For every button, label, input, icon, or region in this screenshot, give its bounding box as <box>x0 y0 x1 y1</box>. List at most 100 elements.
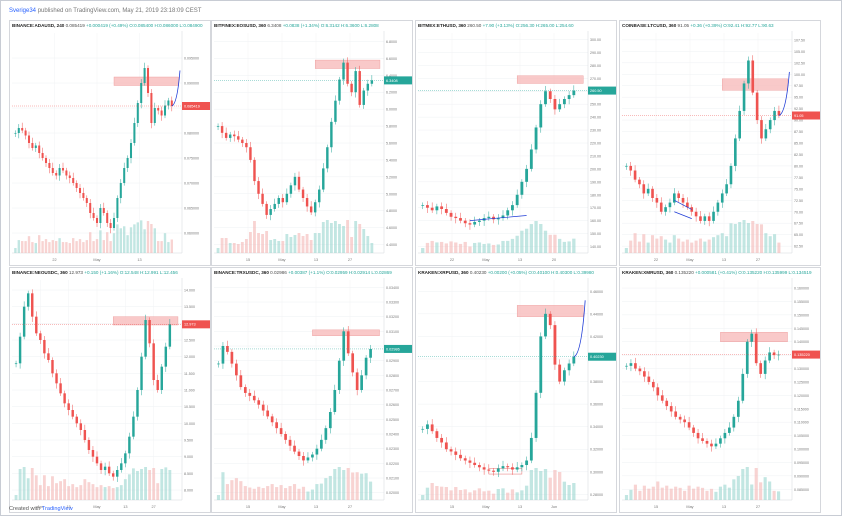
price-tag-label: 6.3408 <box>386 79 398 83</box>
volume-bar <box>288 486 292 500</box>
candlestick-chart[interactable]: 300.00290.00280.00270.00260.00250.00240.… <box>416 21 617 266</box>
candle-body <box>148 320 151 344</box>
candle-body <box>330 121 333 148</box>
chart-panel[interactable]: BITFINEX:EOSUSD, 360 6.3408 +0.0838 (+1.… <box>211 20 413 266</box>
y-tick-label: 0.02100 <box>386 477 399 481</box>
volume-bar <box>660 487 664 500</box>
candlestick-chart[interactable]: 107.50 105.00 102.50 100.00 97.50 95.00 92.50 9… <box>620 21 821 266</box>
y-tick-label: 14.000 <box>184 289 195 293</box>
change-label: +0.000581 (+0.41%) <box>695 270 739 275</box>
y-tick-label: 190.00 <box>590 180 601 184</box>
chart-panel[interactable]: BINANCE:NEOUSDC, 360 12.973 +0.150 (+1.1… <box>9 267 211 513</box>
volume-bar <box>664 239 668 253</box>
x-tick-label: 13 <box>518 505 522 509</box>
volume-bar <box>232 243 236 253</box>
y-tick-label: 6.4000 <box>386 74 397 78</box>
candle-body <box>638 368 642 372</box>
volume-bar <box>112 233 116 253</box>
author-link[interactable]: Sverige34 <box>9 8 37 14</box>
x-tick-label: 13 <box>314 505 318 509</box>
volume-bar <box>30 468 34 500</box>
y-tick-label: 0.120000 <box>794 394 809 398</box>
volume-bar <box>51 476 54 500</box>
x-tick-label: 27 <box>756 258 760 262</box>
x-tick-label: 27 <box>152 505 156 509</box>
y-tick-label: 0.02400 <box>386 433 399 437</box>
candle-body <box>265 203 268 215</box>
candle-body <box>261 404 265 411</box>
volume-bar <box>34 475 38 500</box>
candle-body <box>22 306 26 337</box>
candle-body <box>754 333 758 364</box>
x-tick-label: 13 <box>314 258 318 262</box>
candlestick-chart[interactable]: 6.8000 6.6000 6.4000 6.2000 6.0000 5.8000 5.60… <box>212 21 413 266</box>
volume-bar <box>72 238 75 253</box>
candle-body <box>732 416 736 428</box>
volume-bar <box>297 233 301 253</box>
volume-bar <box>22 467 26 500</box>
candle-body <box>284 434 287 440</box>
candlestick-chart[interactable]: 0.0950000.0900000.0850000.0800000.075000… <box>10 21 211 266</box>
price-tag <box>384 76 412 85</box>
volume-bar <box>425 487 430 500</box>
price-label: 91.05 <box>676 23 691 28</box>
volume-bar <box>65 242 68 253</box>
y-tick-label: 280.00 <box>590 64 601 68</box>
price-tag <box>384 344 412 353</box>
chart-panel[interactable]: BINANCE:ADAUSD, 240 0.085419 +0.000419 (… <box>9 20 211 266</box>
candle-body <box>705 440 709 444</box>
chart-panel[interactable]: COINBASE:LTCUSD, 360 91.05 +0.36 (+0.39%… <box>619 20 821 266</box>
volume-bar <box>305 234 309 253</box>
candlestick-chart[interactable]: 0.460000.440000.420000.400000.380000.360… <box>416 268 617 513</box>
candle-body <box>237 136 240 140</box>
volume-bar <box>683 490 687 500</box>
volume-bar <box>705 490 709 500</box>
chart-panel[interactable]: KRAKEN:XMRUSD, 360 0.135220 +0.000581 (+… <box>619 267 821 513</box>
candlestick-chart[interactable]: 0.160000 0.155000 0.150000 0.145000 0.140000… <box>620 268 821 513</box>
candle-body <box>123 168 126 183</box>
volume-bar <box>355 472 359 500</box>
candle-body <box>534 127 538 150</box>
volume-bar <box>444 487 448 500</box>
volume-bar <box>257 233 260 253</box>
candle-body <box>492 216 495 220</box>
candle-body <box>44 158 48 163</box>
candle-body <box>43 340 46 354</box>
y-tick-label: 70.00 <box>794 210 803 214</box>
candle-body <box>764 129 768 139</box>
y-tick-label: 4.8000 <box>386 209 397 213</box>
y-tick-label: 11.500 <box>184 372 195 376</box>
y-tick-label: 65.00 <box>794 233 803 237</box>
candle-body <box>285 193 289 203</box>
chart-panel[interactable]: BITMEX:ETHUSD, 360 260.50 +7.90 (+3.13%)… <box>415 20 617 266</box>
candle-body <box>515 467 519 470</box>
y-tick-label: 0.060000 <box>184 232 199 236</box>
candlestick-chart[interactable]: 0.034000.033000.032000.031000.030000.029… <box>212 268 413 513</box>
x-tick-label: May <box>482 505 489 509</box>
candle-body <box>297 176 301 190</box>
candle-body <box>233 134 236 137</box>
candlestick-chart[interactable]: 14.00013.50013.00012.50012.00011.50011.0… <box>10 268 211 513</box>
chart-panel[interactable]: BINANCE:TRXUSDC, 360 0.02986 +0.00387 (+… <box>211 267 413 513</box>
chart-panel[interactable]: KRAKEN:XRPUSD, 360 0.40230 +0.00200 (+0.… <box>415 267 617 513</box>
y-tick-label: 0.125000 <box>794 380 809 384</box>
y-tick-label: 200.00 <box>590 167 601 171</box>
volume-bar <box>95 239 99 253</box>
volume-bar <box>257 486 261 500</box>
y-tick-label: 97.50 <box>794 84 803 88</box>
volume-bar <box>27 236 31 253</box>
volume-bar <box>572 483 576 500</box>
volume-bar <box>47 486 50 500</box>
candle-body <box>26 293 30 307</box>
candle-body <box>572 90 576 96</box>
candle-body <box>326 147 329 169</box>
volume-bar <box>136 222 139 253</box>
footer: Created with TradingView <box>9 506 73 512</box>
candle-body <box>440 206 444 209</box>
tradingview-logo[interactable]: TradingView <box>41 506 73 512</box>
volume-bar <box>102 240 105 253</box>
volume-bar <box>38 235 41 253</box>
candle-body <box>477 465 481 468</box>
candle-body <box>529 149 533 169</box>
candle-body <box>133 123 136 143</box>
